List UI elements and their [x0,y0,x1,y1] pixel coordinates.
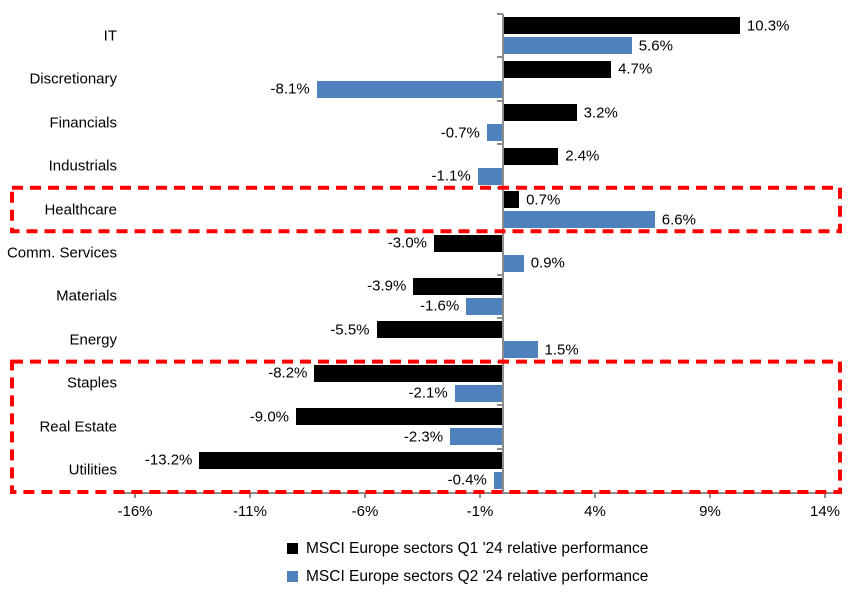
value-label-q2: -2.1% [408,384,448,402]
y-axis-tick [497,447,503,450]
x-axis-tick [709,492,711,498]
category-label-real-estate: Real Estate [39,418,117,436]
value-label-q2: -1.6% [420,297,460,315]
value-label-q1: 10.3% [746,17,790,35]
category-label-financials: Financials [49,114,117,132]
bar-q2 [486,124,503,142]
y-axis-tick [497,56,503,59]
y-axis-tick [497,491,503,493]
legend-item-q1: MSCI Europe sectors Q1 '24 relative perf… [287,537,648,560]
bar-q1 [314,364,503,382]
category-label-healthcare: Healthcare [44,201,117,219]
value-label-q2: -1.1% [431,167,471,185]
value-label-q2: 1.5% [544,341,579,359]
bar-q1 [296,408,503,426]
x-axis-tick-label: 9% [699,503,721,520]
x-axis-tick-label: 4% [584,503,606,520]
bar-q2 [503,254,524,272]
highlight-box [10,185,842,234]
bar-q1 [503,147,559,165]
legend-label: MSCI Europe sectors Q1 '24 relative perf… [306,539,649,557]
bar-q1 [503,60,612,78]
bar-q1 [199,451,503,469]
bar-q2 [503,37,632,55]
value-label-q1: -3.9% [367,277,407,295]
value-label-q2: -0.4% [447,471,487,489]
category-label-it: IT [103,27,117,45]
category-label-utilities: Utilities [68,461,117,479]
y-axis-tick [497,230,503,233]
value-label-q1: -3.0% [387,234,427,252]
category-label-staples: Staples [66,374,117,392]
legend-swatch-q2 [287,571,298,582]
value-label-q2: -2.3% [403,428,444,446]
value-label-q1: 3.2% [583,104,618,122]
y-axis-tick [497,360,503,363]
x-axis-tick-label: -6% [351,503,379,520]
value-label-q2: 6.6% [661,211,696,229]
value-label-q1: -5.5% [330,321,370,339]
category-label-comm-services: Comm. Services [6,244,117,262]
legend-label: MSCI Europe sectors Q2 '24 relative perf… [306,567,649,585]
value-label-q1: 4.7% [618,60,653,78]
bar-q2 [503,341,538,359]
value-label-q2: -8.1% [270,80,310,98]
y-axis-tick [497,143,503,146]
bar-q1 [376,321,503,339]
category-label-energy: Energy [69,331,117,349]
category-label-discretionary: Discretionary [29,70,117,88]
bar-q1 [503,191,520,209]
y-axis-tick [497,404,503,407]
bar-q1 [503,104,577,122]
category-label-materials: Materials [56,287,117,305]
value-label-q1: -9.0% [249,408,289,426]
bar-q2 [450,428,503,446]
y-axis-line [502,14,504,492]
bar-q2 [477,167,503,185]
bar-q2 [316,80,503,98]
x-axis-tick [479,492,481,498]
bar-q2 [466,297,503,315]
value-label-q1: 0.7% [526,191,561,209]
bar-q2 [503,211,655,229]
x-axis-tick-label: -1% [466,503,494,520]
bar-q1 [503,17,740,35]
x-axis-tick [364,492,366,498]
value-label-q1: 2.4% [565,147,600,165]
legend: MSCI Europe sectors Q1 '24 relative perf… [287,537,648,588]
legend-item-q2: MSCI Europe sectors Q2 '24 relative perf… [287,565,648,588]
x-axis-tick [249,492,251,498]
y-axis-tick [497,99,503,102]
value-label-q1: -13.2% [144,451,193,469]
bar-q1 [434,234,503,252]
value-label-q2: 5.6% [638,37,673,55]
x-axis-tick-label: -11% [233,503,267,520]
value-label-q2: -0.7% [440,124,480,142]
bar-q2 [454,384,503,402]
x-axis-tick [594,492,596,498]
legend-swatch-q1 [287,543,298,554]
x-axis-tick [134,492,136,498]
value-label-q2: 0.9% [530,254,565,272]
x-axis-tick [824,492,826,498]
category-label-industrials: Industrials [48,157,117,175]
x-axis-tick-label: -16% [117,503,153,520]
x-axis-tick-label: 14% [809,503,841,520]
bar-q1 [413,277,503,295]
y-axis-tick [497,13,503,15]
value-label-q1: -8.2% [268,364,308,382]
y-axis-tick [497,317,503,320]
y-axis-tick [497,186,503,189]
y-axis-tick [497,273,503,276]
